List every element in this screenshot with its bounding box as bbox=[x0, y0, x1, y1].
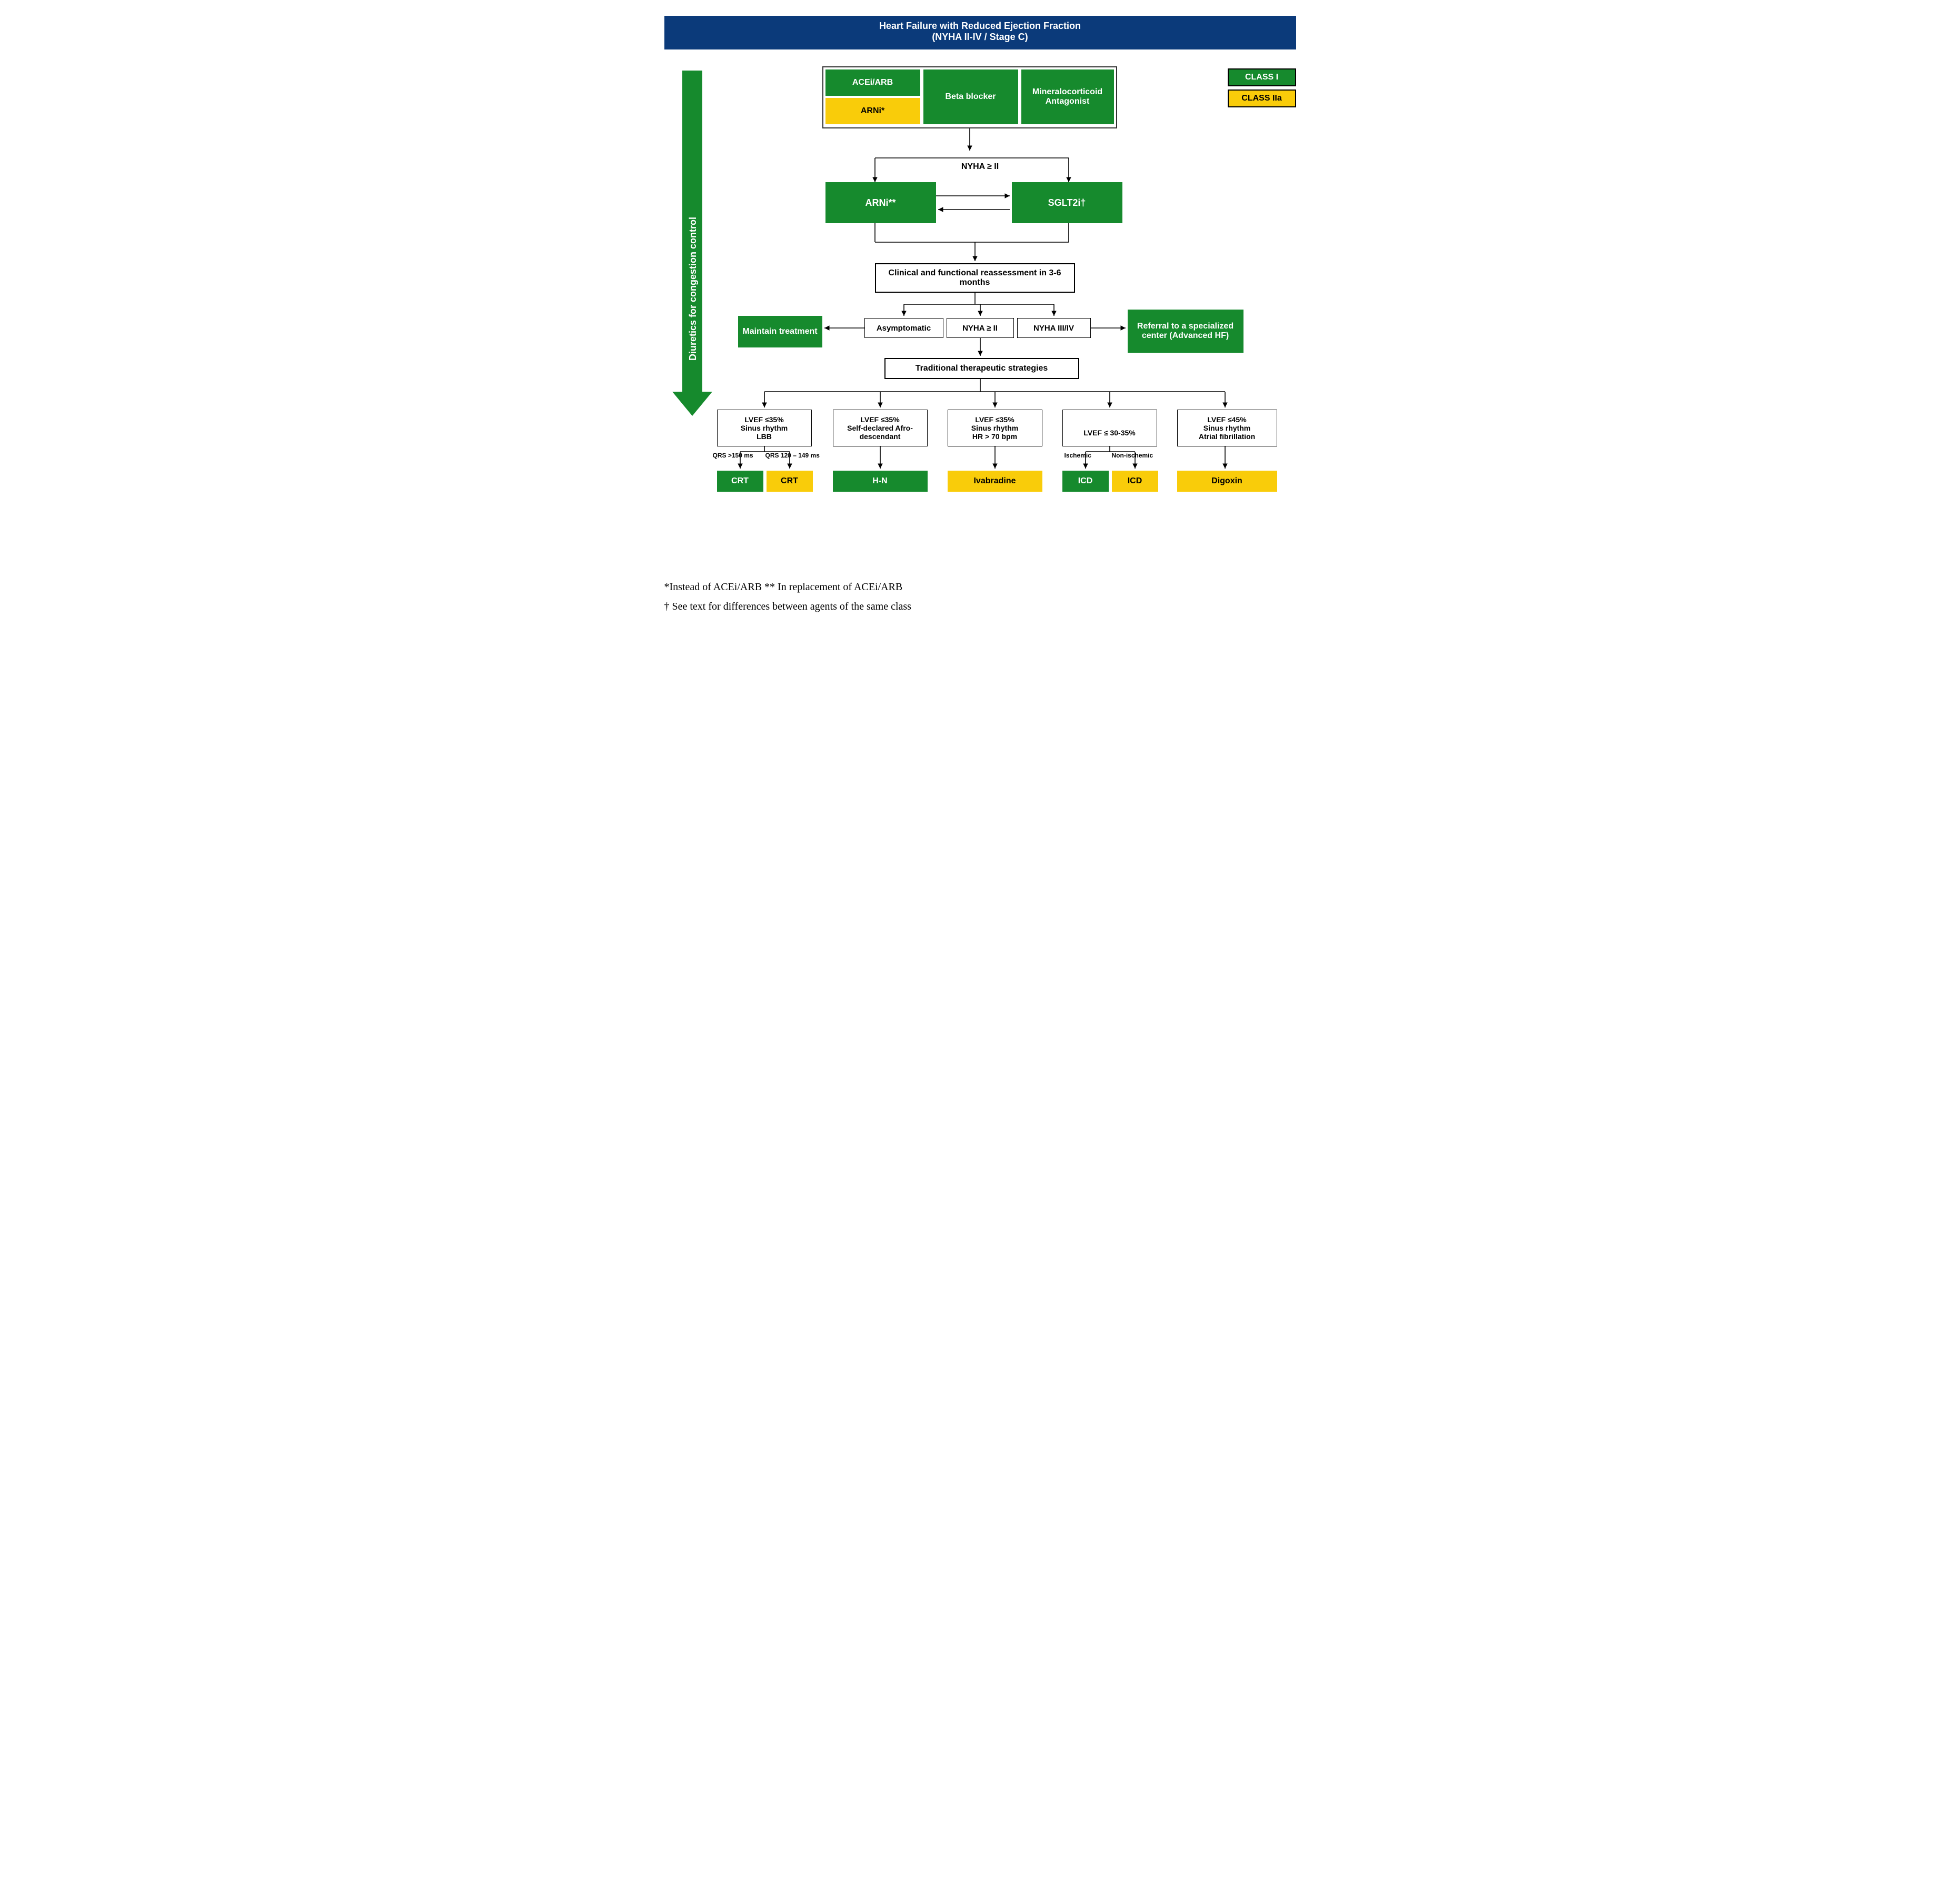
out-g4-icd-green: ICD bbox=[1062, 471, 1109, 492]
box-nyha-3-4: NYHA III/IV bbox=[1017, 318, 1091, 338]
box-sglt2i: SGLT2i† bbox=[1012, 182, 1122, 223]
out-g5-digoxin: Digoxin bbox=[1177, 471, 1277, 492]
diuretics-arrow-label: Diuretics for congestion control bbox=[688, 217, 699, 361]
cond-group-4: LVEF ≤ 30-35% bbox=[1062, 410, 1157, 446]
cond-group-2: LVEF ≤35% Self-declared Afro-descendant bbox=[833, 410, 928, 446]
footnote-1: *Instead of ACEi/ARB ** In replacement o… bbox=[664, 581, 1296, 593]
out-g3-ivabradine: Ivabradine bbox=[948, 471, 1042, 492]
sublabel-g4-right: Non-ischemic bbox=[1112, 452, 1165, 459]
cond-group-1: LVEF ≤35% Sinus rhythm LBB bbox=[717, 410, 812, 446]
box-maintain-treatment: Maintain treatment bbox=[738, 316, 822, 347]
footnotes: *Instead of ACEi/ARB ** In replacement o… bbox=[664, 581, 1296, 613]
sublabel-g1-left: QRS >150 ms bbox=[713, 452, 765, 459]
title-line-1: Heart Failure with Reduced Ejection Frac… bbox=[664, 21, 1296, 32]
out-g1-crt-yellow: CRT bbox=[767, 471, 813, 492]
box-asymptomatic: Asymptomatic bbox=[864, 318, 943, 338]
out-g4-icd-yellow: ICD bbox=[1112, 471, 1158, 492]
box-mra: Mineralocorticoid Antagonist bbox=[1021, 69, 1114, 124]
legend-class-2a: CLASS IIa bbox=[1228, 89, 1296, 107]
box-arni-2star: ARNi** bbox=[825, 182, 936, 223]
box-beta-blocker: Beta blocker bbox=[923, 69, 1018, 124]
title-line-2: (NYHA II-IV / Stage C) bbox=[664, 32, 1296, 43]
flowchart-canvas: Heart Failure with Reduced Ejection Frac… bbox=[664, 16, 1296, 574]
box-reassessment: Clinical and functional reassessment in … bbox=[875, 263, 1075, 293]
sublabel-g4-left: Ischemic bbox=[1064, 452, 1107, 459]
title-banner: Heart Failure with Reduced Ejection Frac… bbox=[664, 16, 1296, 49]
box-acei-arb: ACEi/ARB bbox=[825, 69, 920, 96]
cond-group-3: LVEF ≤35% Sinus rhythm HR > 70 bpm bbox=[948, 410, 1042, 446]
legend-class-1: CLASS I bbox=[1228, 68, 1296, 86]
cond-group-5: LVEF ≤45% Sinus rhythm Atrial fibrillati… bbox=[1177, 410, 1277, 446]
box-referral: Referral to a specialized center (Advanc… bbox=[1128, 310, 1243, 353]
out-g2-hn: H-N bbox=[833, 471, 928, 492]
box-nyha-ge-ii-2: NYHA ≥ II bbox=[947, 318, 1014, 338]
sublabel-g1-right: QRS 120 – 149 ms bbox=[765, 452, 829, 459]
out-g1-crt-green: CRT bbox=[717, 471, 763, 492]
label-nyha-ge-ii: NYHA ≥ II bbox=[949, 162, 1012, 172]
footnote-2: † See text for differences between agent… bbox=[664, 601, 1296, 613]
box-arni-star: ARNi* bbox=[825, 98, 920, 124]
diuretics-arrow-head-icon bbox=[672, 392, 712, 416]
box-traditional-strategies: Traditional therapeutic strategies bbox=[884, 358, 1079, 379]
